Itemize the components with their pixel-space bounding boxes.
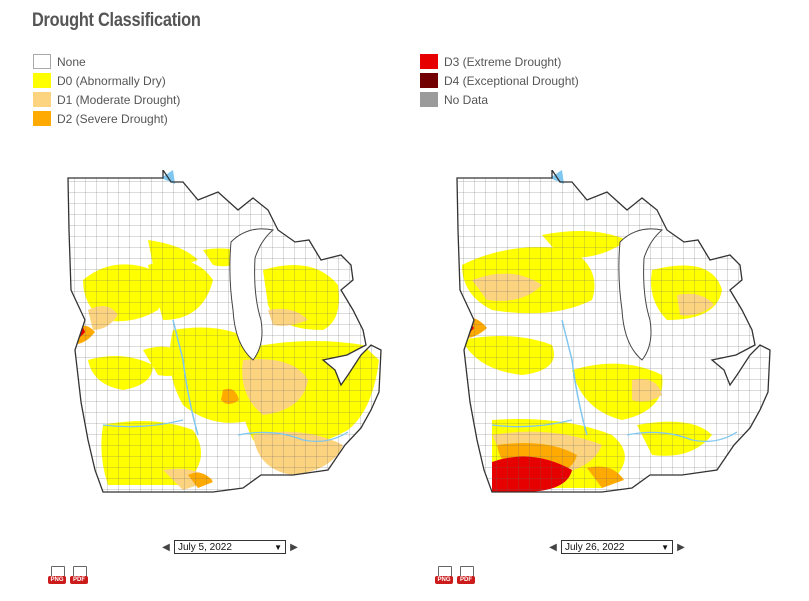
ohio-river (237, 431, 349, 443)
legend-left-column: None D0 (Abnormally Dry) D1 (Moderate Dr… (33, 52, 180, 128)
swatch-d0 (33, 73, 51, 88)
date-select-left[interactable]: July 5, 2022 ▼ (174, 540, 286, 554)
map-svg-right (456, 167, 771, 493)
legend-label: D0 (Abnormally Dry) (57, 73, 166, 88)
legend-title: Drought Classification (32, 10, 201, 31)
lake-michigan (618, 228, 664, 361)
download-icons-left: PNG PDF (48, 566, 88, 584)
chevron-down-icon: ▼ (661, 542, 669, 552)
mississippi-river (561, 319, 588, 436)
legend-right-column: D3 (Extreme Drought) D4 (Exceptional Dro… (420, 52, 579, 109)
png-download-icon[interactable]: PNG (435, 566, 453, 584)
chevron-left-icon[interactable]: ◀ (162, 541, 170, 553)
png-label: PNG (435, 576, 453, 584)
chevron-down-icon: ▼ (274, 542, 282, 552)
date-control-left: ◀ July 5, 2022 ▼ ▶ (160, 540, 300, 554)
date-control-right: ◀ July 26, 2022 ▼ ▶ (547, 540, 687, 554)
pdf-label: PDF (457, 576, 475, 584)
pdf-download-icon[interactable]: PDF (70, 566, 88, 584)
ohio-river (626, 431, 738, 443)
legend-label: D2 (Severe Drought) (57, 111, 168, 126)
missouri-river (491, 419, 573, 428)
download-icons-right: PNG PDF (435, 566, 475, 584)
legend-label: D4 (Exceptional Drought) (444, 73, 579, 88)
mississippi-river (172, 319, 199, 436)
legend-item-d4: D4 (Exceptional Drought) (420, 71, 579, 90)
chevron-right-icon[interactable]: ▶ (677, 541, 685, 553)
region-outline (456, 167, 771, 493)
lake-michigan (229, 228, 275, 361)
png-download-icon[interactable]: PNG (48, 566, 66, 584)
swatch-d1 (33, 92, 51, 107)
date-select-value: July 26, 2022 (565, 541, 625, 553)
swatch-no-data (420, 92, 438, 107)
county-lines (457, 170, 770, 492)
pdf-label: PDF (70, 576, 88, 584)
swatch-d3 (420, 54, 438, 69)
drought-map-july-5 (63, 167, 383, 505)
legend-item-d0: D0 (Abnormally Dry) (33, 71, 180, 90)
county-lines (68, 170, 381, 492)
legend-label: D3 (Extreme Drought) (444, 54, 562, 69)
swatch-d4 (420, 73, 438, 88)
drought-map-july-26 (452, 167, 772, 505)
legend-label: None (57, 54, 86, 69)
swatch-none (33, 54, 51, 69)
missouri-river (102, 419, 184, 428)
legend-item-none: None (33, 52, 180, 71)
chevron-right-icon[interactable]: ▶ (290, 541, 298, 553)
date-select-value: July 5, 2022 (178, 541, 232, 553)
png-label: PNG (48, 576, 66, 584)
legend-label: No Data (444, 92, 489, 107)
date-select-right[interactable]: July 26, 2022 ▼ (561, 540, 673, 554)
chevron-left-icon[interactable]: ◀ (549, 541, 557, 553)
legend-item-d3: D3 (Extreme Drought) (420, 52, 579, 71)
legend-item-d2: D2 (Severe Drought) (33, 109, 180, 128)
region-outline (67, 167, 382, 493)
legend-label: D1 (Moderate Drought) (57, 92, 181, 107)
legend-item-no-data: No Data (420, 90, 579, 109)
map-svg-left (67, 167, 382, 493)
legend-item-d1: D1 (Moderate Drought) (33, 90, 180, 109)
pdf-download-icon[interactable]: PDF (457, 566, 475, 584)
swatch-d2 (33, 111, 51, 126)
